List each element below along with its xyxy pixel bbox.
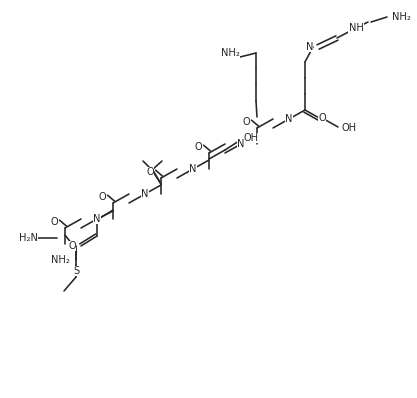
Text: O: O (318, 113, 326, 123)
Text: O: O (50, 217, 58, 227)
Text: N: N (237, 139, 245, 149)
Text: NH: NH (349, 23, 364, 33)
Text: S: S (73, 266, 79, 276)
Text: O: O (194, 142, 202, 152)
Text: N: N (285, 114, 293, 124)
Text: O: O (68, 241, 76, 251)
Text: OH: OH (244, 133, 259, 143)
Text: H₂N: H₂N (19, 233, 38, 243)
Text: N: N (141, 189, 149, 199)
Text: NH₂: NH₂ (392, 12, 411, 22)
Text: N: N (306, 42, 313, 52)
Text: O: O (146, 167, 154, 177)
Text: O: O (242, 117, 250, 127)
Text: OH: OH (342, 123, 357, 133)
Text: N: N (93, 214, 100, 224)
Text: O: O (98, 192, 106, 202)
Text: NH₂: NH₂ (51, 255, 70, 265)
Text: NH₂: NH₂ (221, 48, 240, 58)
Text: N: N (189, 164, 197, 174)
